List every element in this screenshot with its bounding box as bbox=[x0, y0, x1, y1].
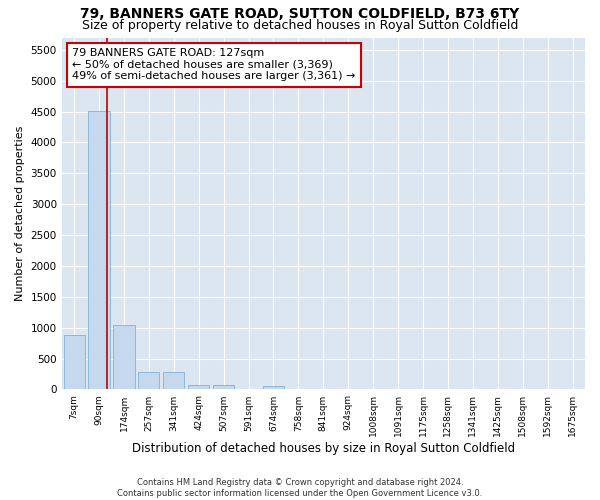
Bar bbox=[263, 386, 284, 390]
Y-axis label: Number of detached properties: Number of detached properties bbox=[15, 126, 25, 301]
Bar bbox=[113, 324, 134, 390]
X-axis label: Distribution of detached houses by size in Royal Sutton Coldfield: Distribution of detached houses by size … bbox=[132, 442, 515, 455]
Bar bbox=[188, 384, 209, 390]
Bar bbox=[213, 384, 234, 390]
Text: 79, BANNERS GATE ROAD, SUTTON COLDFIELD, B73 6TY: 79, BANNERS GATE ROAD, SUTTON COLDFIELD,… bbox=[80, 8, 520, 22]
Text: Contains HM Land Registry data © Crown copyright and database right 2024.
Contai: Contains HM Land Registry data © Crown c… bbox=[118, 478, 482, 498]
Bar bbox=[64, 335, 85, 390]
Text: Size of property relative to detached houses in Royal Sutton Coldfield: Size of property relative to detached ho… bbox=[82, 19, 518, 32]
Bar bbox=[163, 372, 184, 390]
Bar bbox=[88, 111, 110, 390]
Text: 79 BANNERS GATE ROAD: 127sqm
← 50% of detached houses are smaller (3,369)
49% of: 79 BANNERS GATE ROAD: 127sqm ← 50% of de… bbox=[72, 48, 356, 82]
Bar bbox=[138, 372, 160, 390]
